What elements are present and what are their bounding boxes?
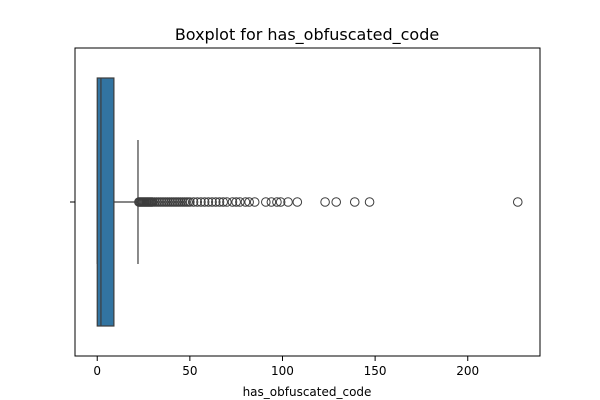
outlier-point (292, 197, 303, 207)
x-axis-ticks: 0 50 100 150 200 (93, 356, 479, 378)
outlier-point (199, 197, 210, 207)
outlier-point (249, 197, 260, 207)
outlier-point (331, 197, 342, 207)
x-tick-label: 150 (364, 364, 387, 378)
x-axis-label: has_obfuscated_code (243, 385, 372, 399)
outlier-point (275, 197, 286, 207)
outlier-point (185, 197, 195, 207)
outlier-point (320, 197, 330, 207)
outlier-point (196, 197, 206, 207)
outlier-point (188, 197, 199, 207)
outlier-point (261, 197, 271, 207)
outlier-point (218, 197, 229, 207)
x-tick-label: 100 (271, 364, 294, 378)
outlier-point (272, 197, 282, 207)
outlier-point (349, 197, 360, 207)
boxplot-series (96, 77, 523, 327)
outlier-point (240, 197, 251, 207)
outlier-point (192, 197, 203, 207)
outlier-point (210, 197, 221, 207)
outlier-point (244, 197, 254, 207)
outlier-point (203, 197, 214, 207)
outlier-point (283, 197, 293, 207)
chart-title: Boxplot for has_obfuscated_code (175, 25, 439, 45)
outlier-point (214, 197, 225, 207)
x-tick-label: 200 (456, 364, 479, 378)
outlier-point (222, 197, 232, 207)
outlier-point (207, 197, 217, 207)
outlier-point (235, 197, 245, 207)
outlier-point (266, 197, 277, 207)
outlier-point (512, 197, 523, 207)
iqr-box (96, 77, 115, 327)
outlier-point (231, 197, 241, 207)
x-tick-label: 0 (93, 364, 101, 378)
outlier-point (364, 197, 375, 207)
outlier-point (227, 197, 238, 207)
x-tick-label: 50 (182, 364, 197, 378)
